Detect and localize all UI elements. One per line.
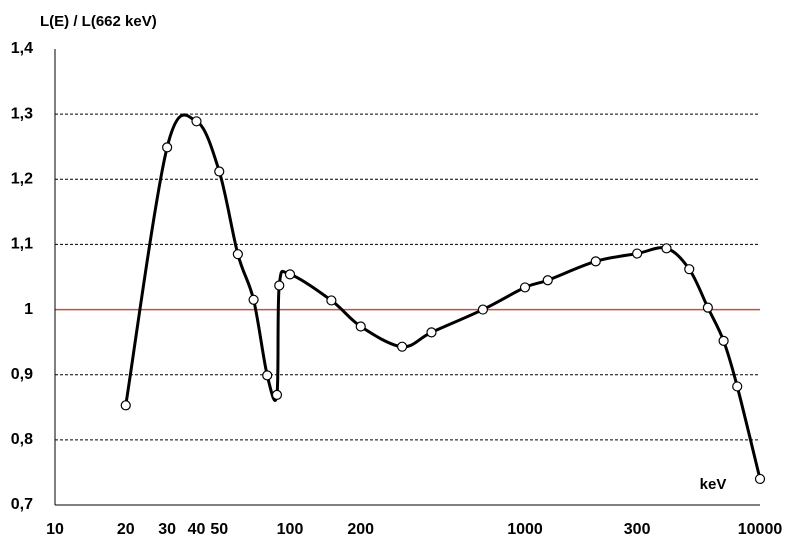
data-point — [162, 142, 173, 153]
y-tick-label: 1,2 — [11, 171, 33, 188]
y-tick-label: 1,4 — [11, 40, 33, 57]
data-point — [397, 341, 408, 352]
data-point — [271, 389, 283, 401]
x-tick-label: 40 — [188, 521, 206, 538]
data-point — [702, 302, 713, 313]
data-point — [632, 248, 643, 259]
y-tick-label: 0,9 — [11, 366, 33, 383]
data-point — [284, 269, 296, 280]
x-tick-label: 1000 — [507, 521, 543, 538]
data-point — [426, 327, 437, 338]
data-point — [355, 321, 366, 332]
x-tick-label: 50 — [210, 521, 228, 538]
data-point — [120, 400, 131, 411]
data-point — [214, 166, 225, 177]
data-point — [191, 116, 202, 127]
data-point — [718, 335, 729, 346]
x-axis-label: keV — [700, 476, 727, 493]
data-point — [232, 249, 243, 260]
data-point — [248, 294, 259, 305]
y-tick-label: 1 — [24, 301, 33, 318]
data-point — [326, 295, 337, 306]
x-tick-label: 10000 — [738, 521, 783, 538]
x-tick-label: 10 — [46, 521, 64, 538]
data-point — [590, 256, 601, 267]
y-tick-label: 0,8 — [11, 431, 33, 448]
chart-title: L(E) / L(662 keV) — [40, 13, 157, 30]
data-point — [274, 280, 285, 291]
x-tick-label: 200 — [347, 521, 374, 538]
data-point — [684, 264, 695, 275]
data-point — [519, 282, 531, 293]
y-tick-label: 1,1 — [11, 236, 33, 253]
x-tick-label: 20 — [117, 521, 135, 538]
x-tick-label: 100 — [277, 521, 304, 538]
x-tick-label: 300 — [624, 521, 651, 538]
data-point — [477, 304, 489, 315]
x-tick-label: 30 — [158, 521, 176, 538]
y-tick-label: 1,3 — [11, 105, 33, 122]
data-point — [542, 275, 553, 286]
y-tick-label: 0,7 — [11, 496, 33, 513]
data-point — [262, 370, 273, 381]
data-point — [754, 473, 766, 485]
data-point — [732, 381, 743, 392]
data-point — [661, 243, 672, 254]
